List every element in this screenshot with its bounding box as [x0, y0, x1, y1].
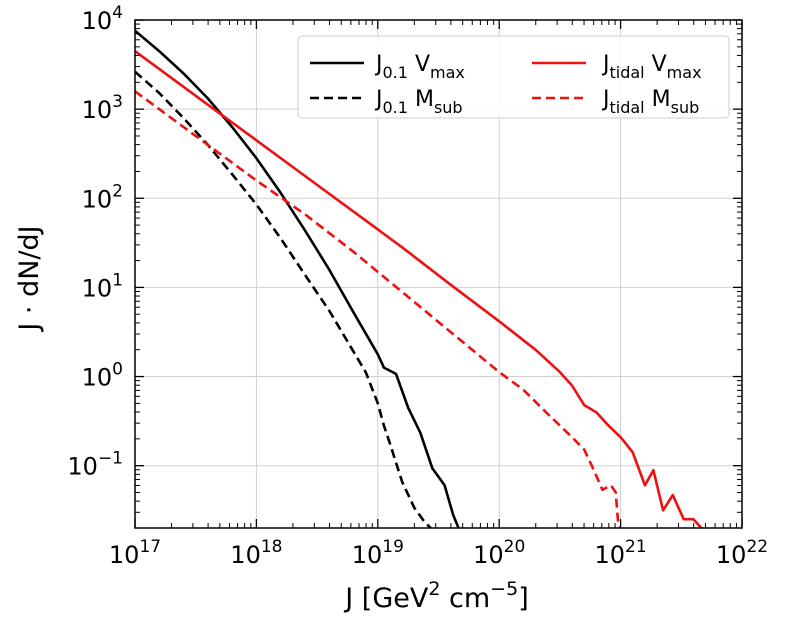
y-tick-label: 103	[82, 92, 123, 124]
y-tick-label: 101	[82, 270, 123, 302]
legend-label-0: J0.1 Vmax	[374, 52, 465, 82]
y-tick-label: 102	[82, 181, 123, 213]
axes-frame	[134, 19, 743, 529]
x-tick-label: 1019	[352, 537, 404, 569]
tick-labels: 1017 1018 1019 1020 1021 1022 10−1 100 101 102 103…	[67, 3, 768, 569]
x-tick-label: 1022	[716, 537, 768, 569]
series-line-3	[135, 90, 622, 528]
x-tick-label: 1018	[230, 537, 282, 569]
series-line-0	[135, 29, 460, 528]
ticks	[134, 19, 743, 529]
y-tick-label: 10−1	[67, 449, 123, 481]
legend-label-3: Jtidal Msub	[601, 87, 699, 117]
x-axis-label: J [GeV2 cm−5]	[343, 578, 528, 614]
y-tick-label: 104	[82, 3, 123, 35]
x-tick-label: 1021	[595, 537, 647, 569]
legend: J0.1 Vmax J0.1 Msub Jtidal Vmax Jtidal Msub	[297, 35, 730, 119]
series-line-1	[135, 70, 433, 528]
legend-label-2: Jtidal Vmax	[601, 52, 702, 82]
series-line-2	[135, 50, 704, 528]
legend-box	[297, 35, 730, 119]
y-axis-label: J · dN/dJ	[14, 225, 45, 332]
x-tick-label: 1017	[109, 537, 161, 569]
y-tick-label: 100	[82, 360, 123, 392]
legend-label-1: J0.1 Msub	[374, 87, 463, 117]
x-tick-label: 1020	[473, 537, 525, 569]
series-layer	[135, 29, 704, 528]
